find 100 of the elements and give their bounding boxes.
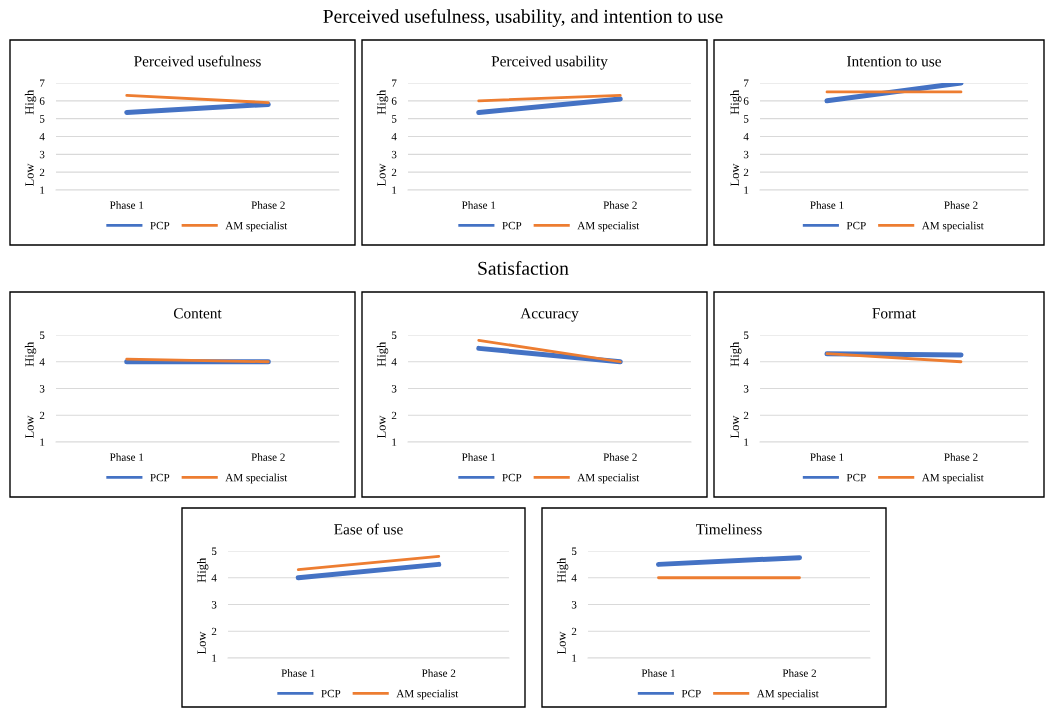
y-tick-label: 1: [744, 438, 749, 446]
x-tick-label: Phase 1: [461, 453, 496, 461]
text: Low: [730, 415, 740, 439]
chart-title: Timeliness: [696, 523, 762, 535]
legend-label: AM specialist: [225, 221, 288, 232]
y-tick-label: 4: [39, 133, 45, 141]
legend-label: AM specialist: [577, 221, 640, 232]
y-tick-label: 1: [392, 438, 397, 446]
y-tick-label: 3: [39, 150, 45, 159]
chart-title: Perceived usability: [491, 55, 608, 70]
chart-title: Content: [173, 308, 222, 319]
text: High: [376, 341, 389, 367]
legend-label: AM specialist: [577, 473, 640, 484]
y-tick-label: 2: [39, 411, 45, 420]
text: Low: [730, 163, 740, 187]
chart-title: Perceived usefulness: [134, 55, 261, 67]
x-tick-label: Phase 2: [421, 669, 456, 677]
y-tick-label: 2: [211, 627, 217, 636]
y-tick-label: 2: [391, 411, 397, 420]
legend-label: PCP: [681, 689, 701, 698]
chart-title: Ease of use: [334, 523, 403, 535]
y-tick-label: 5: [391, 331, 397, 339]
y-tick-label: 5: [391, 115, 397, 123]
legend-label: AM specialist: [921, 473, 984, 484]
text: Satisfaction: [478, 260, 569, 275]
y-tick-label: 6: [743, 97, 749, 105]
text: Low: [197, 631, 206, 655]
legend-label: PCP: [321, 689, 341, 698]
y-tick-label: 4: [39, 358, 45, 366]
x-tick-label: Phase 1: [109, 453, 144, 461]
legend-label: AM specialist: [225, 473, 288, 484]
legend-label: PCP: [502, 221, 522, 230]
y-tick-label: 5: [39, 331, 45, 339]
y-tick-label: 7: [40, 79, 45, 87]
y-tick-label: 5: [211, 547, 217, 555]
text: Low: [377, 415, 386, 439]
y-tick-label: 3: [391, 385, 397, 393]
y-tick-label: 2: [743, 168, 749, 177]
chart-title: Intention to use: [847, 56, 941, 67]
y-tick-label: 4: [743, 358, 749, 366]
legend-label: PCP: [502, 473, 522, 482]
y-tick-label: 2: [571, 627, 577, 636]
legend-label: AM specialist: [756, 689, 819, 700]
text: Low: [25, 163, 34, 187]
x-tick-label: Phase 2: [603, 201, 637, 209]
y-tick-label: 4: [391, 358, 397, 366]
text: Low: [557, 631, 566, 655]
x-tick-label: Phase 2: [944, 201, 978, 209]
y-tick-label: 1: [572, 654, 577, 662]
y-tick-label: 1: [40, 438, 45, 446]
legend-label: PCP: [150, 221, 170, 230]
y-tick-label: 1: [212, 654, 217, 662]
text: Low: [377, 163, 386, 187]
legend-label: PCP: [846, 221, 866, 230]
text: High: [556, 557, 569, 583]
chart-title: Format: [872, 308, 916, 319]
y-tick-label: 4: [743, 133, 749, 141]
y-tick-label: 5: [743, 115, 749, 123]
y-tick-label: 3: [743, 150, 749, 159]
x-tick-label: Phase 1: [281, 669, 315, 677]
y-tick-label: 1: [40, 186, 45, 194]
y-tick-label: 4: [391, 133, 397, 141]
y-tick-label: 6: [39, 97, 45, 105]
x-tick-label: Phase 1: [641, 669, 675, 677]
legend-label: AM specialist: [921, 221, 984, 232]
y-tick-label: 4: [571, 574, 577, 582]
text: High: [24, 89, 37, 115]
y-tick-label: 7: [744, 79, 749, 87]
y-tick-label: 6: [391, 97, 397, 105]
y-tick-label: 5: [39, 115, 45, 123]
x-tick-label: Phase 1: [810, 201, 844, 209]
y-tick-label: 5: [571, 547, 577, 555]
y-tick-label: 3: [391, 150, 397, 159]
y-tick-label: 3: [743, 385, 749, 393]
x-tick-label: Phase 2: [782, 669, 817, 677]
text: High: [376, 89, 389, 115]
legend-label: PCP: [846, 473, 866, 482]
x-tick-label: Phase 2: [251, 453, 285, 461]
y-tick-label: 3: [571, 601, 577, 609]
y-tick-label: 7: [392, 79, 397, 87]
y-tick-label: 5: [743, 331, 749, 339]
y-tick-label: 3: [211, 601, 217, 609]
text: Low: [25, 415, 34, 439]
y-tick-label: 1: [392, 186, 397, 194]
x-tick-label: Phase 1: [810, 453, 844, 461]
y-tick-label: 2: [743, 411, 749, 420]
y-tick-label: 4: [211, 574, 217, 582]
x-tick-label: Phase 2: [603, 453, 637, 461]
text: High: [197, 557, 209, 583]
text: High: [730, 89, 742, 115]
text: High: [24, 341, 37, 367]
y-tick-label: 2: [391, 168, 397, 177]
legend-label: PCP: [150, 473, 170, 482]
y-tick-label: 3: [39, 385, 45, 393]
legend-label: AM specialist: [396, 689, 459, 700]
y-tick-label: 1: [744, 186, 749, 194]
x-tick-label: Phase 1: [109, 201, 144, 209]
x-tick-label: Phase 2: [251, 201, 285, 209]
chart-title: Accuracy: [520, 308, 579, 322]
x-tick-label: Phase 2: [944, 453, 978, 461]
